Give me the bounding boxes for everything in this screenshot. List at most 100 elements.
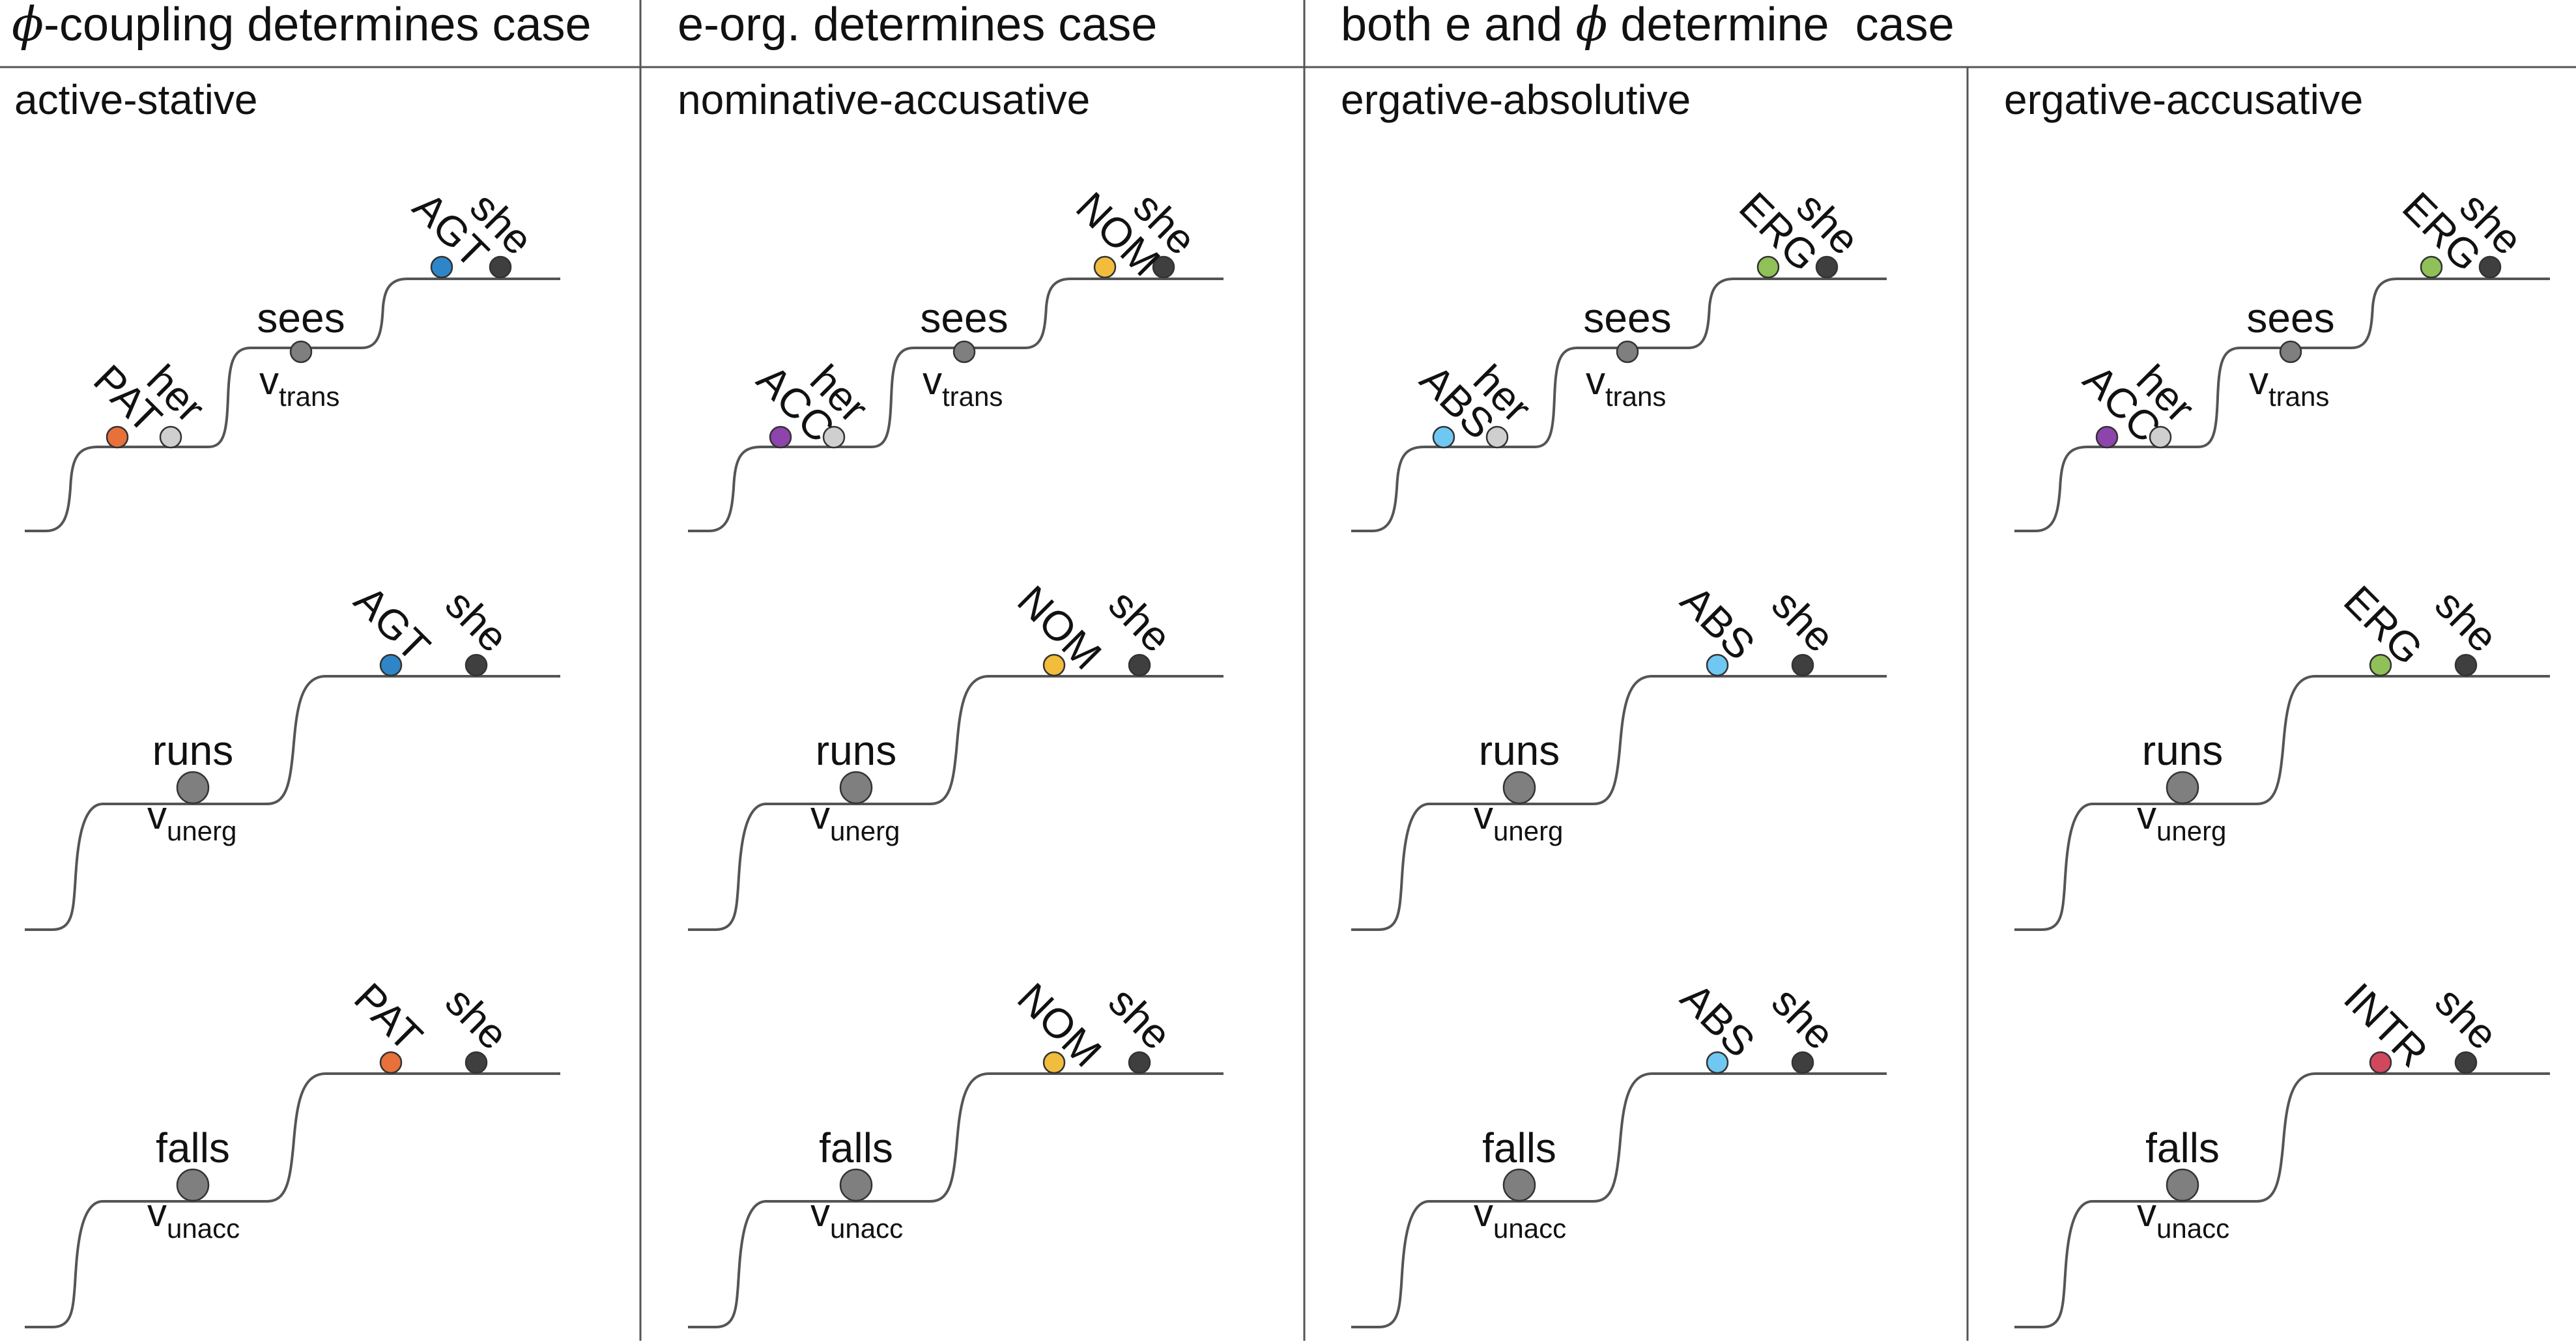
verb-class-subscript: trans [279,381,339,412]
case-marker-ABS [1432,425,1455,449]
staircase-path [25,1072,560,1328]
subject-label-she: she [1100,580,1181,661]
verb-label: falls [1482,1124,1556,1171]
verb-class-subscript: unacc [167,1213,240,1244]
verb-class-subscript: unacc [1493,1213,1566,1244]
verb-class-subscript: unerg [830,816,900,846]
case-marker-ERG [2420,255,2443,279]
panel-title-active-stative: active-stative [14,76,257,123]
verb-class-label: vtrans [2249,359,2329,412]
case-label-AGT: AGT [345,577,439,670]
subject-she-marker [2478,255,2502,279]
object-her-marker [159,425,182,449]
verb-class-subscript: trans [2268,381,2329,412]
verb-class-label: vtrans [923,359,1003,412]
verb-marker [952,340,976,364]
staircase-path [688,1072,1224,1328]
verb-label: runs [152,727,234,774]
subject-label-she: she [436,580,517,661]
subject-label-she: she [436,978,517,1059]
verb-marker [2166,771,2199,805]
verb-label: falls [156,1124,230,1171]
subject-label-she: she [1763,580,1844,661]
verb-label: sees [920,294,1008,341]
case-label-PAT: PAT [345,974,431,1060]
verb-label: runs [816,727,897,774]
staircase-path [2014,1072,2550,1328]
verb-marker [2279,340,2302,364]
subject-she-marker [1128,653,1151,677]
case-marker-ABS [1706,653,1729,677]
panel-title-ergative-absolutive: ergative-absolutive [1341,76,1691,123]
subject-label-she: she [1763,978,1844,1059]
header-e-org: e-org. determines case [678,0,1157,51]
case-marker-PAT [379,1051,403,1074]
panels-layer: PATherseesvtransAGTsherunsvunergAGTshefa… [25,183,2550,1328]
staircase-path [1351,675,1887,931]
staircase-path [25,675,560,931]
verb-marker [1502,1168,1536,1202]
subject-she-marker [465,1051,488,1074]
case-marker-AGT [379,653,403,677]
case-marker-PAT [106,425,129,449]
staircase-path [2014,278,2550,532]
case-marker-NOM [1093,255,1117,279]
panel-active-stative: PATherseesvtransAGTsherunsvunergAGTshefa… [25,183,560,1328]
object-her-marker [822,425,846,449]
subject-she-marker [2454,1051,2478,1074]
verb-class-subscript: unerg [167,816,236,846]
panel-ergative-absolutive: ABSherseesvtransERGsherunsvunergABSshefa… [1351,183,1887,1328]
case-label-ABS: ABS [1672,577,1764,668]
verb-label: runs [1479,727,1560,774]
case-label-ABS: ABS [1672,974,1764,1066]
case-marker-ERG [1756,255,1780,279]
case-marker-INTR [2369,1051,2392,1074]
subject-she-marker [489,255,512,279]
subject-she-marker [1815,255,1839,279]
object-her-marker [2149,425,2172,449]
subject-label-she: she [2426,580,2507,661]
case-marker-ABS [1706,1051,1729,1074]
subject-she-marker [1791,653,1814,677]
verb-class-subscript: unerg [1493,816,1563,846]
case-marker-NOM [1042,653,1066,677]
subject-she-marker [1128,1051,1151,1074]
verb-label: falls [2145,1124,2220,1171]
verb-class-subscript: unacc [830,1213,903,1244]
verb-class-subscript: trans [1605,381,1666,412]
case-marker-ERG [2369,653,2392,677]
subject-label-she: she [2426,978,2507,1059]
header-both: both e and ϕ determine case [1341,0,1954,51]
panel-title-ergative-accusative: ergative-accusative [2004,76,2363,123]
verb-label: falls [819,1124,893,1171]
case-marker-NOM [1042,1051,1066,1074]
verb-label: sees [2246,294,2334,341]
verb-class-subscript: unacc [2156,1213,2229,1244]
verb-label: sees [1583,294,1671,341]
subject-she-marker [1791,1051,1814,1074]
verb-marker [839,771,873,805]
staircase-path [25,278,560,532]
staircase-path [1351,1072,1887,1328]
verb-marker [289,340,313,364]
staircase-path [1351,278,1887,532]
verb-class-subscript: trans [942,381,1003,412]
object-her-marker [1485,425,1509,449]
verb-class-subscript: unerg [2156,816,2226,846]
header-phi-coupling: ϕ-coupling determines case [12,0,592,51]
verb-marker [839,1168,873,1202]
subject-she-marker [1152,255,1175,279]
verb-marker [2166,1168,2199,1202]
